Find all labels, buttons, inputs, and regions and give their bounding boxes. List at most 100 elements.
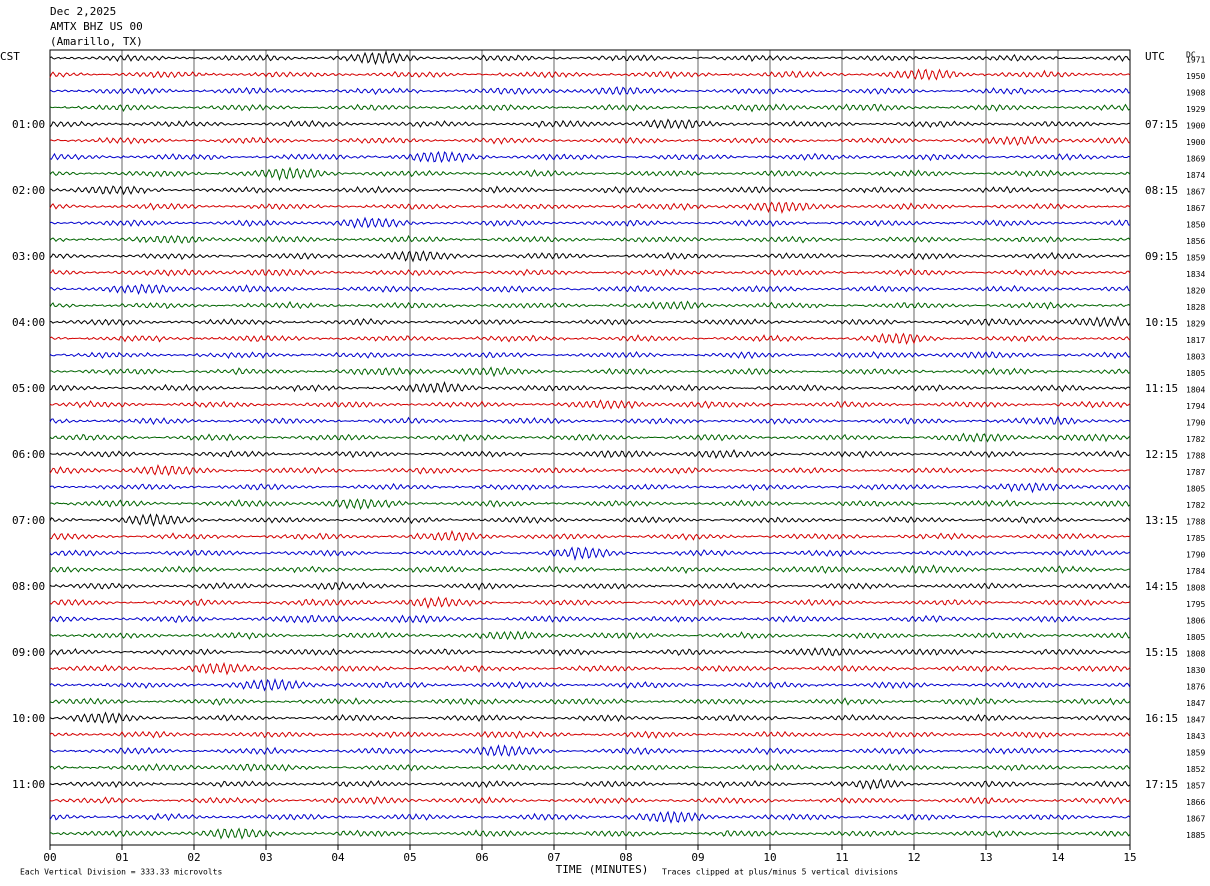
trace [49,730,1131,740]
scale-note: Each Vertical Division = 333.33 microvol… [20,868,222,877]
dc-offset: 1788 [1186,452,1205,461]
trace [49,581,1131,591]
dc-offset: 1795 [1186,600,1205,609]
left-axis-label: CST [0,50,20,63]
dc-offset: 1900 [1186,122,1205,131]
trace [49,300,1131,311]
utc-label: 14:15 [1145,580,1178,593]
x-tick-label: 11 [835,851,848,864]
trace [50,661,1131,676]
dc-offset: 1929 [1186,105,1205,114]
cst-label: 03:00 [12,250,45,263]
trace [49,166,1131,182]
dc-offset: 1834 [1186,270,1205,279]
trace [49,86,1131,96]
dc-offset: 1850 [1186,221,1205,230]
trace [49,216,1131,229]
dc-offset: 1782 [1186,435,1205,444]
trace [49,647,1131,657]
dc-offset: 1885 [1186,831,1205,840]
dc-offset: 1869 [1186,155,1205,164]
x-tick-label: 00 [43,851,56,864]
cst-label: 11:00 [12,778,45,791]
title-line: (Amarillo, TX) [50,35,143,48]
trace [49,103,1131,113]
offset-label: DC [1186,51,1196,60]
trace [49,614,1131,624]
dc-offset: 1805 [1186,633,1205,642]
trace [49,415,1131,426]
trace [49,315,1131,328]
utc-label: 08:15 [1145,184,1178,197]
utc-label: 07:15 [1145,118,1178,131]
dc-offset: 1874 [1186,171,1205,180]
utc-label: 10:15 [1145,316,1178,329]
dc-offset: 1859 [1186,254,1205,263]
cst-label: 04:00 [12,316,45,329]
dc-offset: 1950 [1186,72,1205,81]
trace [49,68,1131,81]
dc-offset: 1867 [1186,815,1205,824]
trace [49,744,1131,757]
trace [49,630,1131,641]
right-axis-label: UTC [1145,50,1165,63]
trace [49,810,1131,824]
dc-offset: 1790 [1186,551,1205,560]
dc-offset: 1847 [1186,699,1205,708]
trace [49,482,1131,494]
dc-offset: 1971 [1186,56,1205,65]
dc-offset: 1787 [1186,468,1205,477]
trace [49,595,1131,610]
trace [49,564,1131,575]
x-tick-label: 12 [907,851,920,864]
dc-offset: 1784 [1186,567,1205,576]
trace [49,283,1131,295]
utc-label: 12:15 [1145,448,1178,461]
x-tick-label: 06 [475,851,488,864]
trace [49,50,1131,66]
cst-label: 10:00 [12,712,45,725]
dc-offset: 1803 [1186,353,1205,362]
trace [49,380,1131,394]
dc-offset: 1852 [1186,765,1205,774]
title-line: Dec 2,2025 [50,5,116,18]
x-tick-label: 04 [331,851,345,864]
utc-label: 11:15 [1145,382,1178,395]
cst-label: 09:00 [12,646,45,659]
x-tick-label: 03 [259,851,272,864]
dc-offset: 1867 [1186,204,1205,213]
x-tick-label: 15 [1123,851,1136,864]
x-tick-label: 09 [691,851,704,864]
dc-offset: 1829 [1186,320,1205,329]
trace [49,432,1131,443]
dc-offset: 1808 [1186,584,1205,593]
x-tick-label: 14 [1051,851,1065,864]
dc-offset: 1790 [1186,419,1205,428]
cst-label: 05:00 [12,382,45,395]
dc-offset: 1857 [1186,782,1205,791]
dc-offset: 1843 [1186,732,1205,741]
dc-offset: 1866 [1186,798,1205,807]
x-tick-label: 05 [403,851,416,864]
trace [49,546,1131,562]
trace [49,366,1131,378]
cst-label: 01:00 [12,118,45,131]
dc-offset: 1856 [1186,237,1205,246]
trace [49,448,1131,459]
x-tick-label: 02 [187,851,200,864]
x-tick-label: 08 [619,851,632,864]
dc-offset: 1805 [1186,485,1205,494]
trace [49,118,1130,130]
utc-label: 16:15 [1145,712,1178,725]
dc-offset: 1788 [1186,518,1205,527]
trace [49,827,1131,840]
dc-offset: 1808 [1186,650,1205,659]
trace [49,529,1131,542]
trace [49,796,1131,805]
dc-offset: 1900 [1186,138,1205,147]
dc-offset: 1785 [1186,534,1205,543]
trace [49,697,1131,706]
x-tick-label: 10 [763,851,776,864]
dc-offset: 1830 [1186,666,1205,675]
trace [49,498,1131,510]
